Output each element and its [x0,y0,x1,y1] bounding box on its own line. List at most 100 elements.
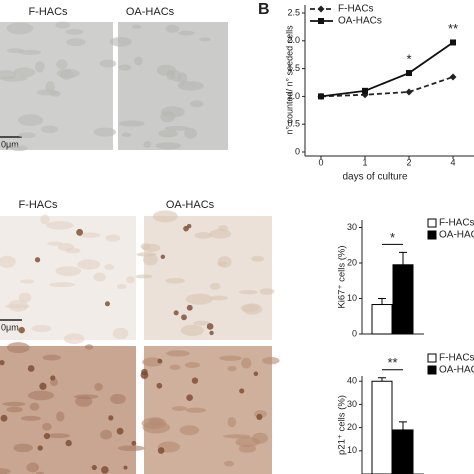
cell [0,468,11,474]
y-tick-label: 1.0 [287,91,300,101]
y-tick-label: 0 [295,146,300,156]
cell [142,357,163,367]
cell [169,364,181,370]
nucleus [108,415,114,421]
micrograph-label: OA-HACs [126,6,175,18]
cell [190,100,204,108]
error-bar [378,298,386,305]
micrograph-label: F-HACs [18,199,58,211]
y-tick-label: 10 [347,445,357,455]
series-line [320,76,454,98]
cell [165,24,180,33]
cell [177,81,204,91]
y-tick-label: 2.0 [287,35,300,45]
cell [219,355,242,361]
cell [166,350,190,357]
bar [392,429,414,474]
cell [185,407,206,413]
panel-label: B [258,1,270,18]
y-axis-label: p21⁺ cells (%) [337,395,348,455]
cell [17,114,44,127]
cell [158,129,179,138]
y-axis-label: n° counted/ n° seeded cells [284,25,294,135]
cell [194,232,213,239]
cell [209,228,232,239]
cell [179,425,200,436]
cell [152,210,178,223]
cell [135,274,153,279]
cell [142,243,161,252]
cell [6,22,34,35]
cell [241,357,252,369]
nucleus [191,377,199,384]
nucleus [181,314,187,321]
marker [318,93,324,100]
legend-label: OA-HACs [439,365,474,376]
error-bar [399,421,407,430]
y-tick-label: 2.5 [287,7,300,17]
y-tick-label: 20 [347,257,357,267]
legend-marker [317,5,325,13]
nucleus [39,382,47,390]
nucleus [209,330,214,336]
legend-swatch [427,353,437,363]
cell [238,289,258,295]
nucleus [37,445,43,451]
cell [56,59,68,70]
cell [143,253,158,266]
nucleus [76,228,84,236]
nucleus [157,358,163,364]
nucleus [186,394,193,401]
cell [56,68,80,79]
cell [49,282,76,288]
cell [155,142,182,150]
cell [134,56,143,66]
cell [118,120,145,127]
significance: * [390,230,395,245]
cell [13,443,33,453]
cell [199,37,211,42]
y-tick-label: 0.5 [287,119,300,129]
cell [99,59,117,68]
cell [18,132,36,139]
cell [259,288,275,295]
y-tick-label: 20 [347,422,357,432]
nucleus [116,427,124,435]
cell [136,252,157,257]
cell [42,422,52,431]
scale-label: 0μm [1,139,19,149]
cell [170,70,182,82]
nucleus [0,414,8,422]
significance: * [406,51,411,66]
y-tick-label: 30 [347,399,357,409]
bar [371,380,393,474]
cell [209,282,221,290]
nucleus [131,440,137,446]
cell [65,247,81,254]
micrograph-label: OA-HACs [166,199,215,211]
nucleus [101,466,109,474]
cell [46,221,74,230]
cell [20,415,41,421]
cell [36,89,59,96]
scale-label: 0μm [1,322,19,332]
legend-label: OA-HACs [439,230,474,241]
cell [8,299,29,312]
cell [223,434,251,439]
cell [100,429,113,440]
micrograph-label: F-HACs [28,6,68,18]
cell [20,279,35,284]
cell [242,303,263,315]
cell [262,356,280,365]
cell [160,106,185,118]
x-tick-label: 0 [318,157,323,167]
y-tick-label: 40 [347,376,357,386]
cell [251,255,265,262]
cell [184,362,201,369]
cell-texture [0,21,280,474]
nucleus [43,432,51,440]
cell [0,70,17,80]
legend-swatch [427,218,437,228]
cell [26,462,40,473]
cell [252,432,268,444]
